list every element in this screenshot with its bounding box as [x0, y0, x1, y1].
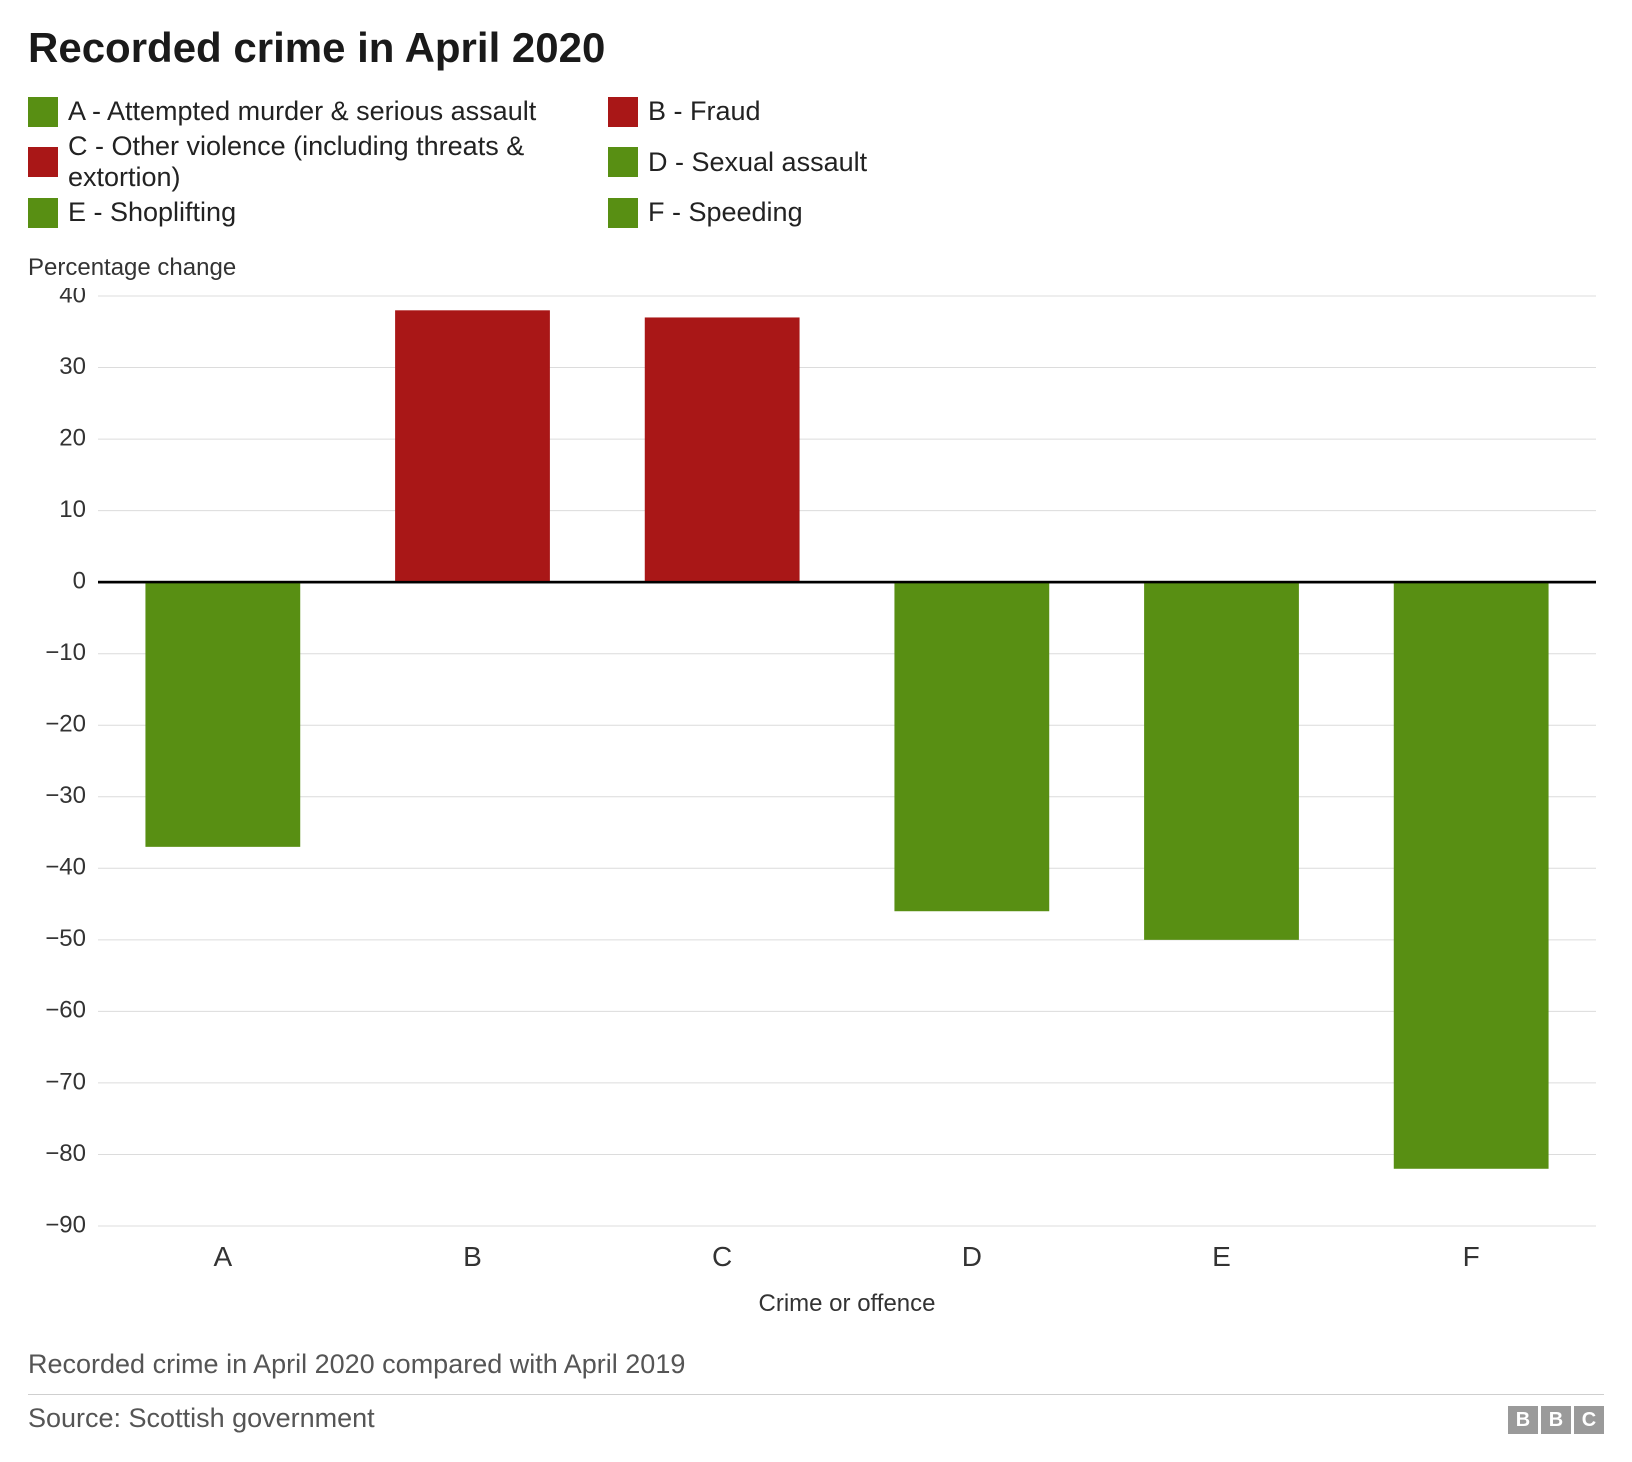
chart-title: Recorded crime in April 2020 — [28, 24, 1604, 72]
y-tick-label: −60 — [45, 997, 86, 1024]
bbc-logo-letter: C — [1574, 1406, 1604, 1434]
y-tick-label: −40 — [45, 854, 86, 881]
bbc-logo-letter: B — [1541, 1406, 1571, 1434]
bar — [1144, 582, 1299, 940]
x-category-label: E — [1212, 1241, 1231, 1272]
legend-swatch — [608, 198, 638, 228]
y-tick-label: −50 — [45, 925, 86, 952]
y-tick-label: 10 — [59, 496, 86, 523]
legend-label: B - Fraud — [648, 96, 761, 127]
legend-item: B - Fraud — [608, 96, 1148, 127]
legend-item: A - Attempted murder & serious assault — [28, 96, 568, 127]
x-category-label: F — [1463, 1241, 1480, 1272]
x-category-label: A — [213, 1241, 232, 1272]
legend-label: C - Other violence (including threats & … — [68, 131, 568, 193]
legend: A - Attempted murder & serious assault B … — [28, 96, 1148, 228]
legend-swatch — [28, 198, 58, 228]
bbc-logo-letter: B — [1508, 1406, 1538, 1434]
x-axis-title: Crime or offence — [759, 1290, 936, 1317]
x-category-label: B — [463, 1241, 482, 1272]
y-tick-label: −10 — [45, 639, 86, 666]
legend-item: F - Speeding — [608, 197, 1148, 228]
chart-subtitle: Recorded crime in April 2020 compared wi… — [28, 1349, 1604, 1395]
legend-item: E - Shoplifting — [28, 197, 568, 228]
legend-label: F - Speeding — [648, 197, 803, 228]
legend-swatch — [608, 147, 638, 177]
y-axis-title: Percentage change — [28, 254, 1604, 282]
legend-swatch — [28, 147, 58, 177]
bar — [1394, 582, 1549, 1169]
bar-chart: −90 −80 −70 −60 −50 −40 −30 −20 −10 0 10 20 30 40 A B C D… — [28, 288, 1604, 1326]
legend-item: D - Sexual assault — [608, 131, 1148, 193]
bar — [645, 317, 800, 582]
y-tick-label: 20 — [59, 424, 86, 451]
legend-swatch — [608, 97, 638, 127]
source-text: Source: Scottish government — [28, 1403, 375, 1434]
y-tick-label: −70 — [45, 1068, 86, 1095]
legend-label: D - Sexual assault — [648, 147, 867, 178]
y-tick-label: 40 — [59, 288, 86, 308]
bar — [395, 310, 550, 582]
y-tick-label: −30 — [45, 782, 86, 809]
legend-label: A - Attempted murder & serious assault — [68, 96, 536, 127]
legend-item: C - Other violence (including threats & … — [28, 131, 568, 193]
legend-label: E - Shoplifting — [68, 197, 236, 228]
bbc-logo: BBC — [1508, 1406, 1604, 1434]
chart-area: −90 −80 −70 −60 −50 −40 −30 −20 −10 0 10 20 30 40 A B C D… — [28, 288, 1604, 1331]
y-tick-label: −20 — [45, 711, 86, 738]
legend-swatch — [28, 97, 58, 127]
y-tick-label: −90 — [45, 1211, 86, 1238]
x-category-label: C — [712, 1241, 732, 1272]
bar — [145, 582, 300, 847]
x-category-label: D — [962, 1241, 982, 1272]
y-tick-label: 0 — [73, 567, 86, 594]
y-tick-label: 30 — [59, 353, 86, 380]
bar — [894, 582, 1049, 911]
y-tick-label: −80 — [45, 1140, 86, 1167]
